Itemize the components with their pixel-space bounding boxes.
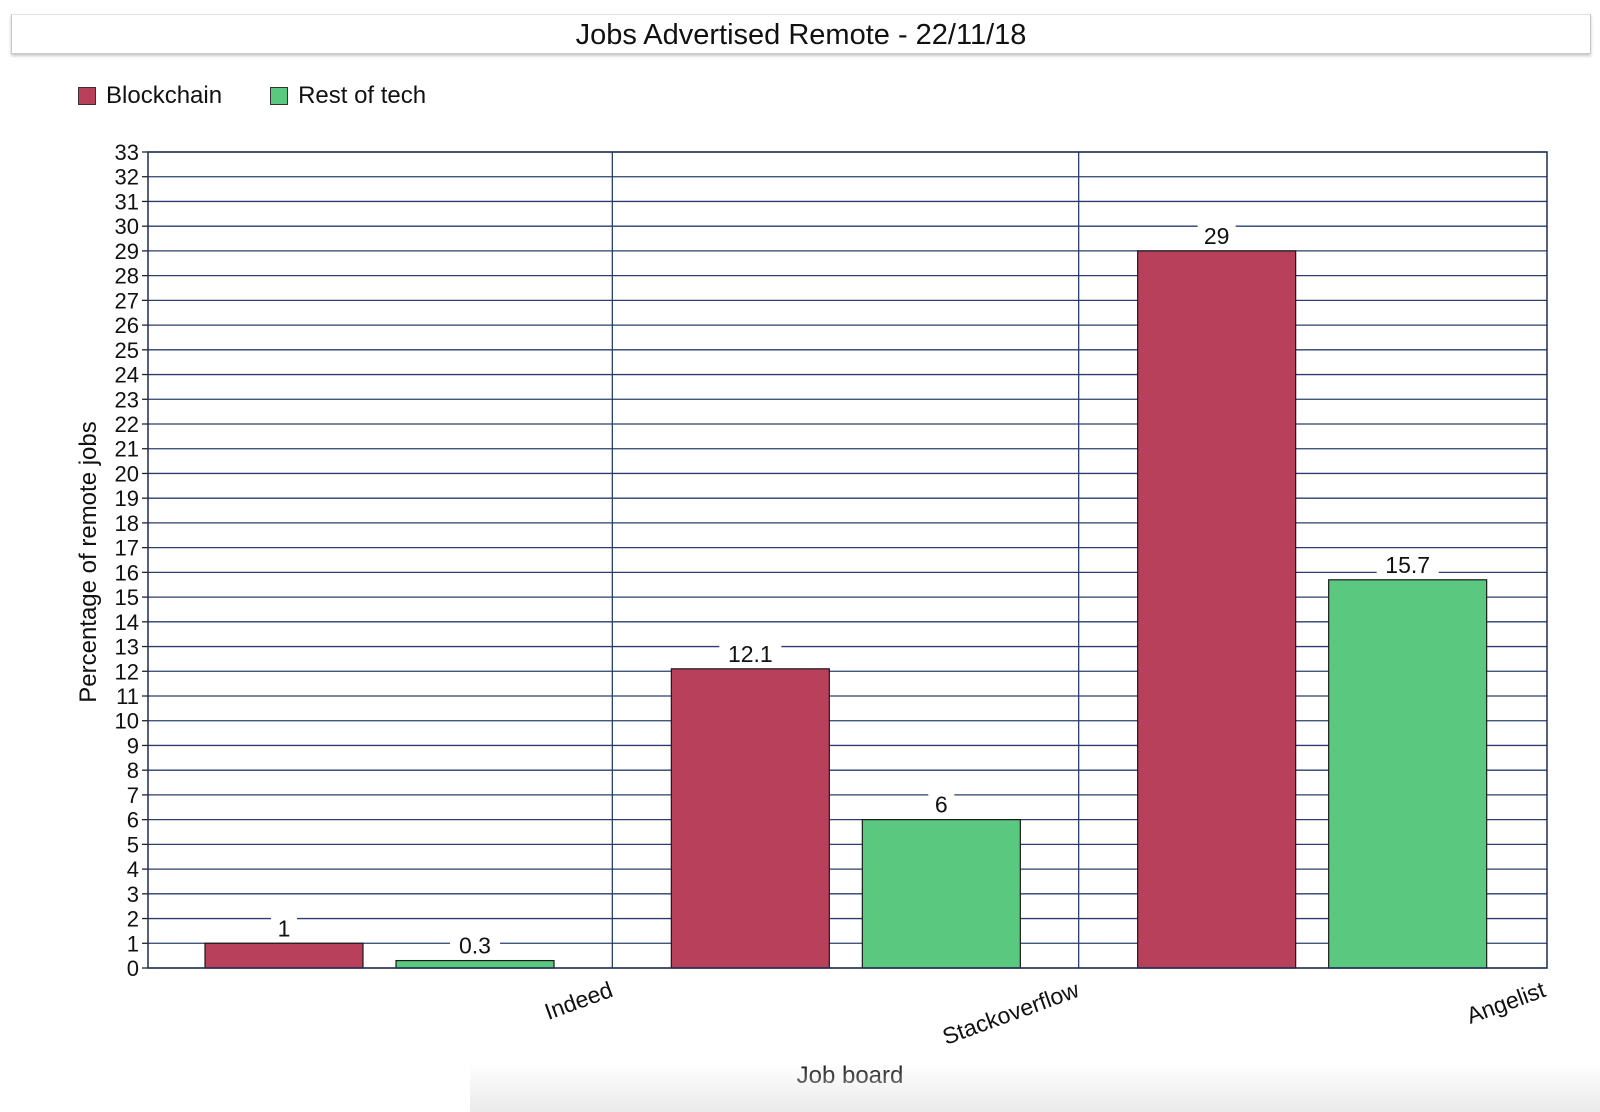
bar-stackoverflow-series-1 [670,668,830,969]
y-tick-label: 28 [115,264,139,289]
y-tick-label: 14 [115,610,139,635]
bar-angelist-series-1 [1137,250,1297,969]
y-tick-label: 13 [115,635,139,660]
y-tick-label: 18 [115,511,139,536]
y-tick-label: 7 [127,783,139,808]
x-axis-title: Job board [797,1062,904,1089]
plot-area [148,152,1547,968]
y-tick-label: 16 [115,560,139,585]
y-tick-label: 20 [115,461,139,486]
y-tick-label: 2 [127,907,139,932]
y-tick-label: 5 [127,832,139,857]
y-tick-label: 31 [115,189,139,214]
legend-swatch-series-1 [78,87,96,105]
y-tick-label: 19 [115,486,139,511]
bar-indeed-series-1 [204,942,364,969]
legend-item-series-1: Blockchain [78,82,222,110]
x-tick-label: Stackoverflow [939,976,1083,1050]
y-axis-title: Percentage of remote jobs [75,421,102,703]
data-label-background [719,640,782,667]
data-label: 0.3 [459,933,491,959]
data-label-background [1197,222,1236,249]
y-tick-label: 17 [115,536,139,561]
y-tick-label: 4 [127,857,139,882]
y-tick-label: 10 [115,709,139,734]
y-tick-label: 3 [127,882,139,907]
y-tick-label: 22 [115,412,139,437]
y-tick-label: 9 [127,733,139,758]
data-label: 29 [1204,223,1230,249]
chart-title-bar: Jobs Advertised Remote - 22/11/18 [11,14,1591,54]
legend-item-series-2: Rest of tech [270,82,426,110]
bar-stackoverflow-series-2 [861,819,1021,969]
y-tick-label: 15 [115,585,139,610]
bar-indeed-series-2 [395,959,555,969]
data-label: 6 [935,792,948,818]
data-label: 12.1 [728,641,773,667]
y-tick-label: 30 [115,214,139,239]
y-tick-label: 32 [115,165,139,190]
y-tick-label: 25 [115,338,139,363]
data-label-background [928,791,955,818]
bar-angelist-series-2 [1328,579,1488,969]
plot-border [147,151,1548,969]
y-tick-label: 26 [115,313,139,338]
data-labels: 1 0.3 12.1 6 29 15.7 [271,222,1439,959]
x-tick-label: Angelist [1463,976,1549,1029]
y-tick-label: 24 [115,363,139,388]
x-tick-label: Indeed [541,976,616,1024]
data-label: 1 [278,915,291,941]
y-tick-label: 21 [115,437,139,462]
y-tick-label: 0 [127,956,139,981]
y-tick-label: 29 [115,239,139,264]
legend-label-series-1: Blockchain [106,82,223,109]
data-label: 15.7 [1385,552,1430,578]
data-label-background [1376,551,1439,578]
y-tick-label: 27 [115,288,139,313]
legend-swatch-series-2 [270,87,289,105]
y-tick-label: 8 [127,758,139,783]
bars [204,250,1488,969]
y-tick-label: 6 [127,808,139,833]
data-label-background [271,915,297,942]
y-tick-label: 1 [127,931,139,956]
chart-legend: Blockchain Rest of tech [78,80,474,112]
y-tick-label: 12 [115,659,139,684]
y-tick-label: 23 [115,387,139,412]
y-tick-label: 11 [116,684,139,709]
data-label-background [450,932,500,959]
chart-title: Jobs Advertised Remote - 22/11/18 [575,19,1027,51]
y-tick-label: 33 [115,140,139,165]
legend-label-series-2: Rest of tech [298,82,427,109]
